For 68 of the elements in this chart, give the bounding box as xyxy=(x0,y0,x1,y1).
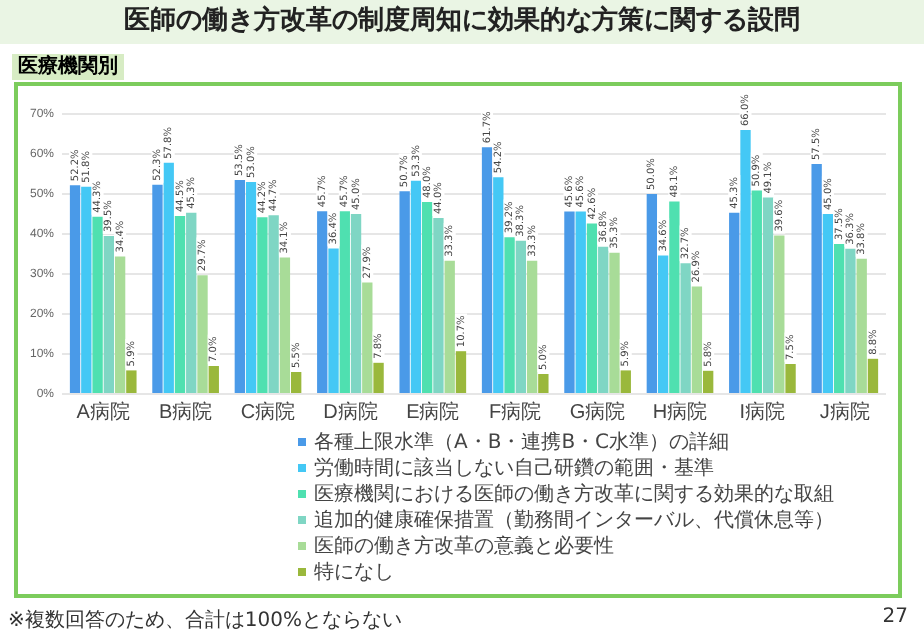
legend-label: 追加的健康確保措置（勤務間インターバル、代償休息等） xyxy=(312,508,834,534)
bar xyxy=(586,223,598,393)
bar xyxy=(174,216,186,393)
bar xyxy=(620,370,631,393)
bar xyxy=(646,194,658,393)
x-tick-label: F病院 xyxy=(489,399,542,424)
bar xyxy=(362,282,373,393)
bar xyxy=(751,190,762,393)
bar xyxy=(126,370,137,393)
legend-label: 労働時間に該当しない自己研鑽の範囲・基準 xyxy=(312,456,716,482)
x-tick-label: E病院 xyxy=(406,399,460,424)
bar xyxy=(762,197,774,393)
bar xyxy=(774,235,785,393)
text: 27 xyxy=(882,606,908,628)
legend-label: 医師の働き方改革の意義と必要性 xyxy=(312,534,616,560)
bar xyxy=(575,211,586,393)
chart-title: 医師の働き方改革の制度周知に効果的な方策に関する設問 xyxy=(0,0,924,44)
bar xyxy=(729,212,740,393)
legend-label: 医療機関における医師の働き方改革に関する効果的な取組 xyxy=(312,482,834,508)
text: ※複数回答のため、合計は100%とならない xyxy=(8,607,402,634)
bar xyxy=(657,255,669,393)
x-tick-label: G病院 xyxy=(569,399,626,424)
x-tick-label: B病院 xyxy=(158,399,213,424)
bar xyxy=(669,201,680,393)
bar xyxy=(317,211,328,393)
bar xyxy=(481,147,493,393)
x-tick-label: H病院 xyxy=(652,399,708,424)
bar xyxy=(350,214,362,393)
bar xyxy=(740,130,751,393)
bar xyxy=(186,212,197,393)
bar xyxy=(257,217,268,393)
bar xyxy=(279,257,291,393)
bar xyxy=(444,260,455,393)
bar xyxy=(455,351,467,393)
bar xyxy=(339,211,350,393)
bar xyxy=(702,370,714,393)
bar xyxy=(564,211,575,393)
bar xyxy=(208,366,219,393)
x-tick-label: C病院 xyxy=(240,399,296,424)
legend-label: 各種上限水準（A・B・連携B・C水準）の詳細 xyxy=(312,430,732,456)
bar xyxy=(245,182,257,393)
chart-subtitle: 医療機関別 xyxy=(12,54,124,80)
bar xyxy=(290,372,302,393)
bar xyxy=(234,180,246,393)
bar xyxy=(867,358,879,393)
bar xyxy=(69,185,81,393)
bar xyxy=(785,364,796,393)
x-tick-label: D病院 xyxy=(323,399,378,424)
bar xyxy=(163,162,174,393)
x-tick-label: I病院 xyxy=(739,399,786,424)
bar xyxy=(152,184,163,393)
bar xyxy=(328,248,339,393)
bar xyxy=(114,256,126,393)
bar xyxy=(81,186,92,393)
x-tick-label: A病院 xyxy=(76,399,130,424)
bar xyxy=(197,275,208,393)
bar xyxy=(504,237,515,393)
bar xyxy=(399,191,410,393)
bar xyxy=(822,214,834,393)
bar xyxy=(268,215,279,393)
bar xyxy=(538,374,549,393)
x-tick-label: J病院 xyxy=(819,399,870,424)
bar xyxy=(410,180,422,393)
legend-label: 特になし xyxy=(312,560,396,586)
bar xyxy=(373,362,384,393)
bar xyxy=(680,263,691,393)
bar xyxy=(811,164,822,393)
bar xyxy=(526,260,538,393)
